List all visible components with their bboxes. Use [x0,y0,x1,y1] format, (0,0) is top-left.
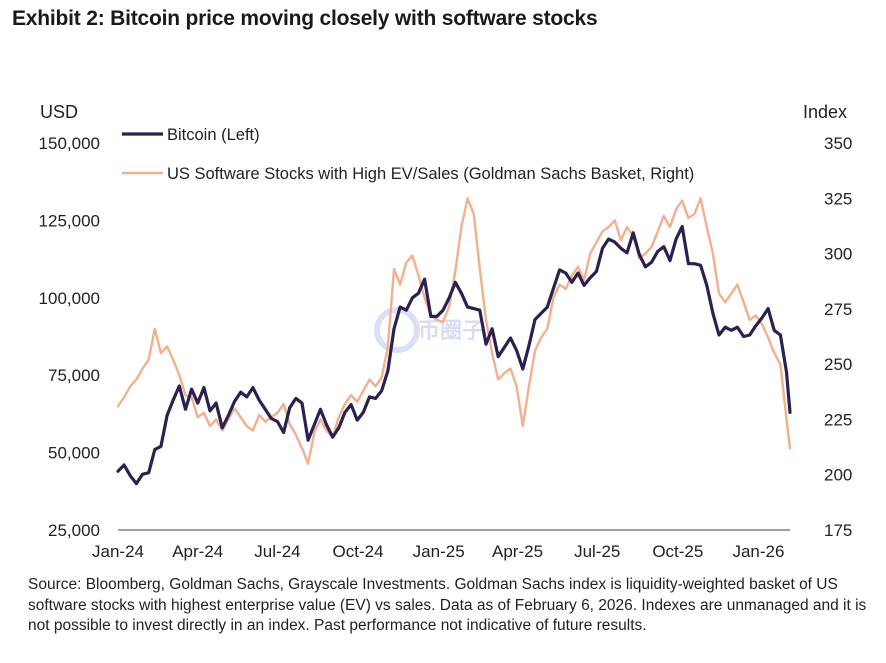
legend: Bitcoin (Left) US Software Stocks with H… [122,126,694,183]
x-tick-label: Jul-24 [254,542,300,561]
right-tick-label: 200 [824,466,852,485]
x-tick-label: Jan-26 [732,542,784,561]
right-axis-unit: Index [803,102,847,122]
x-tick-label: Jan-24 [92,542,144,561]
x-tick-label: Jul-25 [574,542,620,561]
left-axis-unit: USD [40,102,78,122]
watermark-logo [374,307,420,353]
left-tick-label: 50,000 [48,444,100,463]
left-tick-label: 150,000 [39,134,100,153]
watermark-text: 币圈子 [418,318,484,343]
left-tick-label: 125,000 [39,211,100,230]
x-tick-label: Apr-25 [492,542,543,561]
x-tick-label: Jan-25 [413,542,465,561]
right-tick-label: 350 [824,134,852,153]
right-tick-label: 300 [824,245,852,264]
x-tick-label: Oct-25 [652,542,703,561]
bitcoin-line [116,225,792,486]
series-layer [116,197,792,486]
left-tick-label: 100,000 [39,289,100,308]
right-tick-label: 250 [824,355,852,374]
source-note: Source: Bloomberg, Goldman Sachs, Graysc… [28,576,867,634]
x-axis-ticks: Jan-24 Apr-24 Jul-24 Oct-24 Jan-25 Apr-25 Jul-… [92,542,784,561]
chart-area: USD Index 25,000 50,000 75,000 100,000 125,0… [39,102,853,561]
chart-title: Exhibit 2: Bitcoin price moving closely … [12,7,598,30]
right-tick-label: 225 [824,410,852,429]
right-tick-label: 325 [824,189,852,208]
right-tick-label: 175 [824,521,852,540]
legend-label-software: US Software Stocks with High EV/Sales (G… [167,165,694,183]
x-tick-label: Oct-24 [333,542,384,561]
x-tick-label: Apr-24 [172,542,223,561]
right-tick-label: 275 [824,300,852,319]
right-axis-ticks: 175 200 225 250 275 300 325 350 [824,134,852,540]
left-tick-label: 25,000 [48,521,100,540]
left-axis-ticks: 25,000 50,000 75,000 100,000 125,000 150,000 [39,134,100,540]
software-stocks-line [116,197,792,465]
legend-label-bitcoin: Bitcoin (Left) [167,126,260,144]
left-tick-label: 75,000 [48,366,100,385]
